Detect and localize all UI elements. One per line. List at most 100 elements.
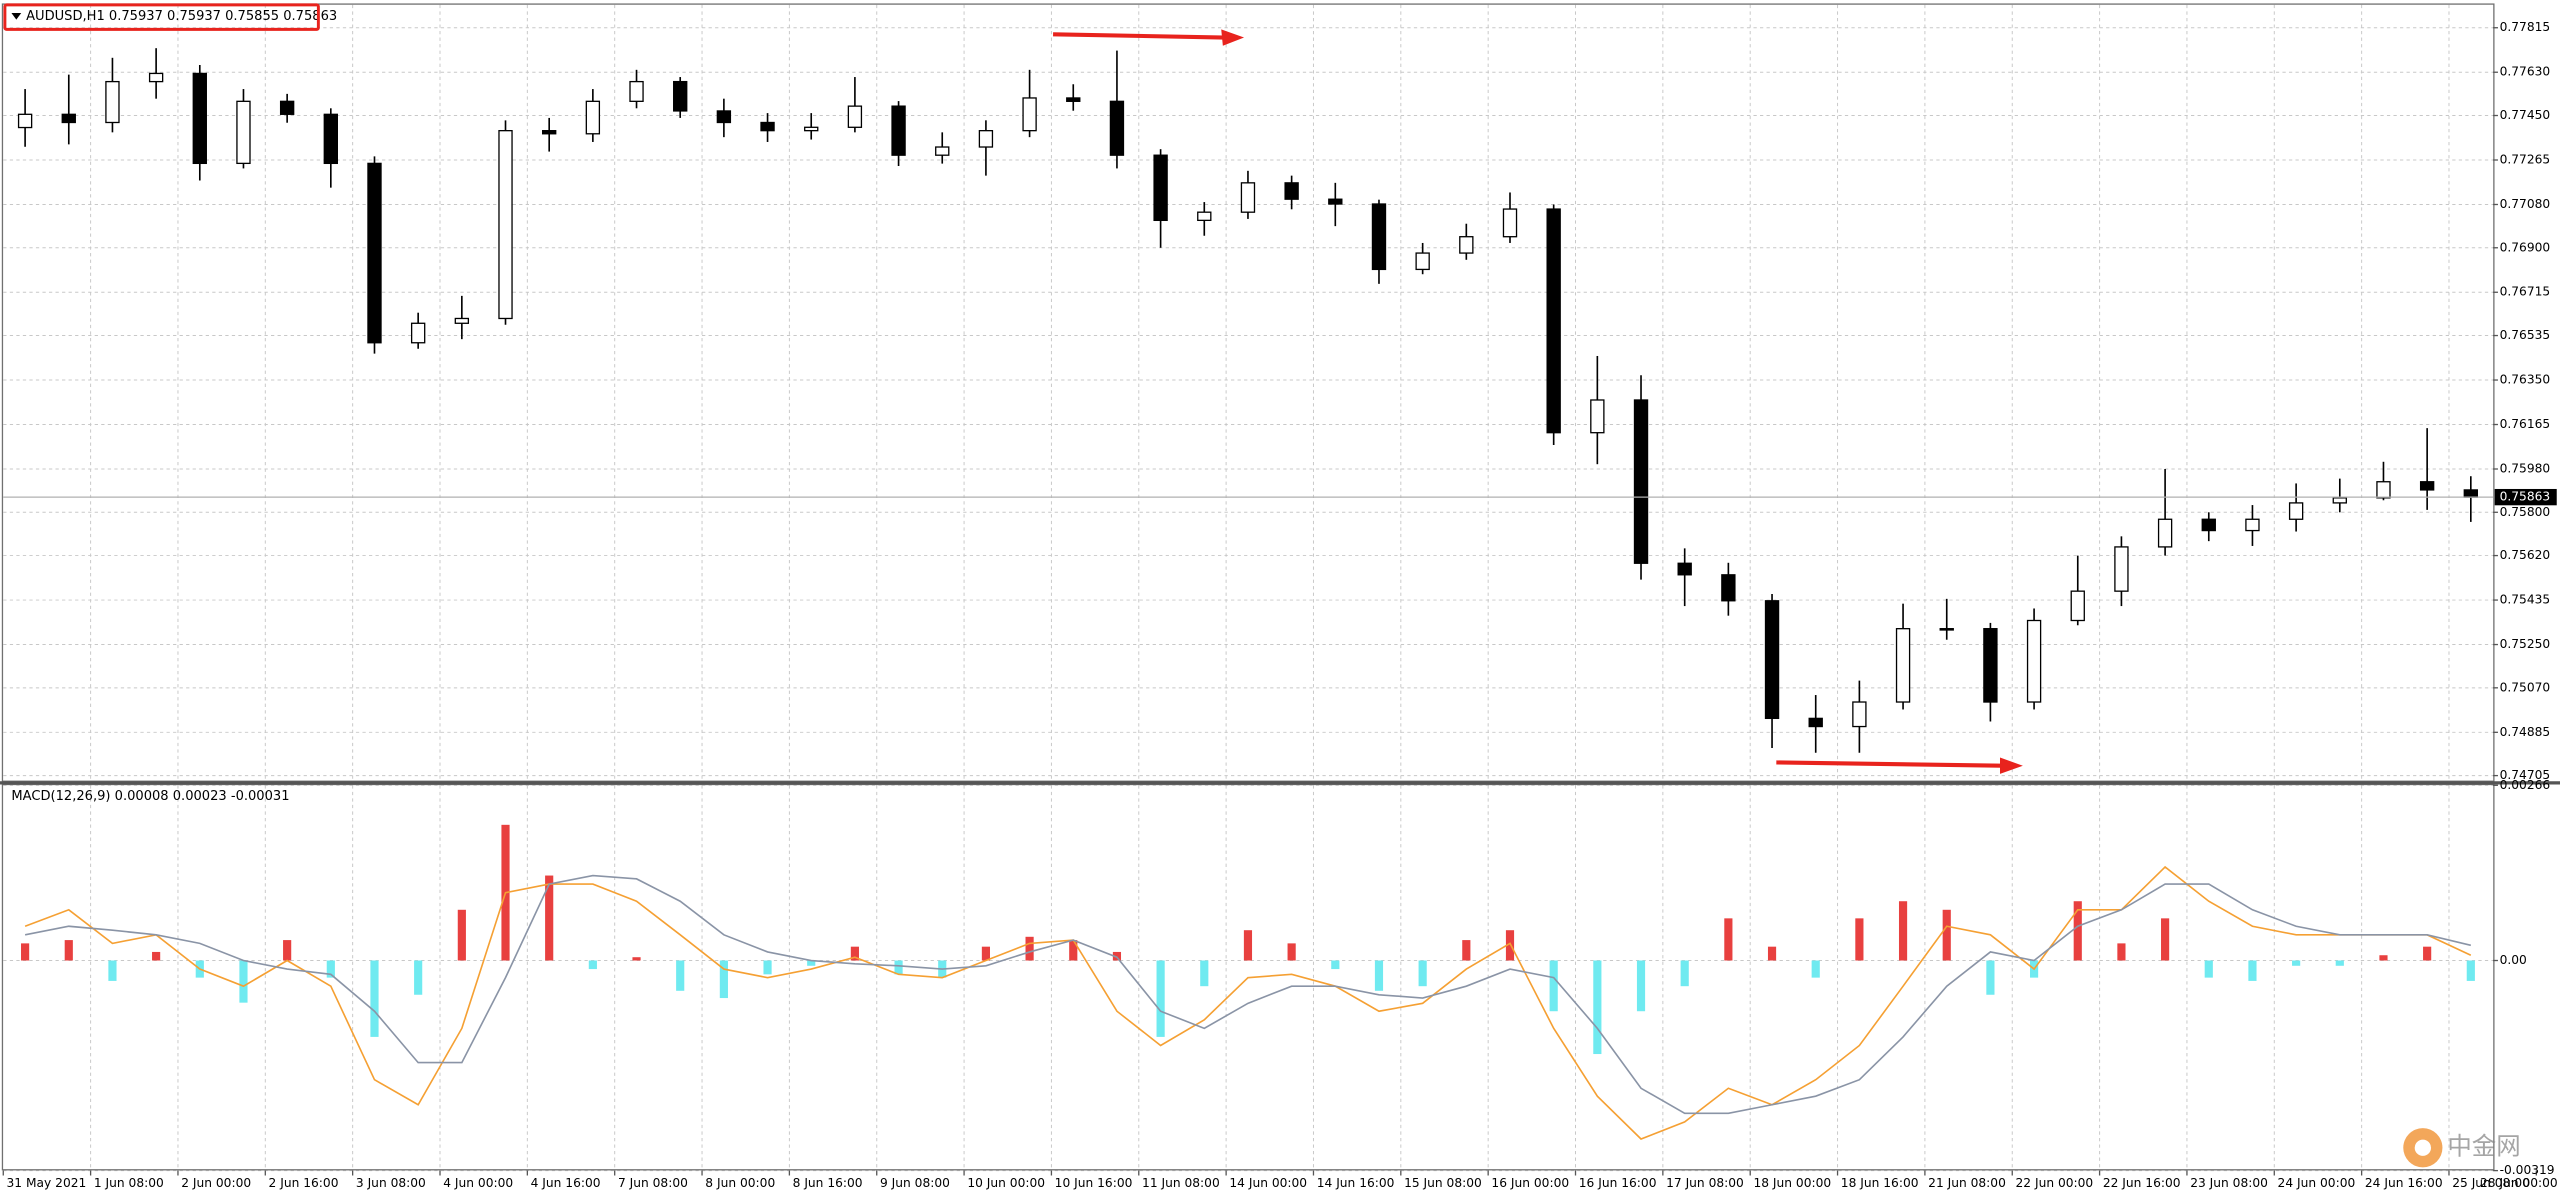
candle-body [148, 72, 164, 83]
candle-body [935, 146, 950, 156]
histogram-bar [1767, 946, 1777, 961]
x-tick-label: 11 Jun 08:00 [1142, 1176, 1220, 1190]
candle-body [1197, 211, 1212, 222]
histogram-bar [2292, 960, 2301, 966]
arrow-head [1221, 29, 1245, 46]
x-tick-label: 21 Jun 08:00 [1928, 1176, 2006, 1190]
x-tick-label: 23 Jun 08:00 [2190, 1176, 2268, 1190]
histogram-bar [1025, 936, 1034, 961]
candle-body [2114, 546, 2129, 592]
histogram-bar [763, 960, 772, 975]
macd-title: MACD(12,26,9) 0.00008 0.00023 -0.00031 [11, 789, 289, 804]
candle-body [1590, 399, 1605, 434]
arrow-shaft [1776, 760, 2002, 768]
x-tick-label: 8 Jun 16:00 [793, 1176, 863, 1190]
grid [3, 4, 2494, 1172]
candle-body [454, 317, 470, 324]
histogram-bar [588, 960, 597, 970]
candle-body [1022, 97, 1037, 132]
histogram-bar [2161, 918, 2170, 961]
candle-body [1983, 628, 1998, 703]
candle-body [2288, 502, 2304, 520]
x-tick-label: 9 Jun 08:00 [880, 1176, 950, 1190]
x-tick-label: 10 Jun 00:00 [967, 1176, 1045, 1190]
candle-body [323, 113, 338, 165]
arrow [1053, 29, 1245, 46]
y-tick-label: 0.74885 [2500, 725, 2551, 739]
x-tick-label: 4 Jun 16:00 [531, 1176, 601, 1190]
candle-body [1240, 182, 1256, 213]
y-tick-label: 0.75250 [2500, 637, 2551, 651]
x-tick-label: 31 May 2021 [7, 1176, 87, 1190]
x-tick-label: 24 Jun 16:00 [2365, 1176, 2443, 1190]
x-tick-label: 3 Jun 08:00 [356, 1176, 426, 1190]
histogram-bar [2204, 960, 2213, 978]
axes: 0.77815 0.77630 0.77450 0.77265 0.77080 0.769… [0, 3, 2560, 1190]
candle-body [2070, 590, 2085, 622]
candle-body [105, 80, 120, 124]
candle-body [716, 110, 732, 124]
x-tick-label: 4 Jun 00:00 [443, 1176, 513, 1190]
candle-body [1808, 717, 1823, 728]
x-tick-label: 16 Jun 00:00 [1491, 1176, 1569, 1190]
histogram-bar [1287, 943, 1296, 961]
arrow-head [2000, 757, 2023, 774]
candle-body [542, 130, 557, 135]
candle-body [236, 100, 251, 165]
y-tick-label: 0.75980 [2500, 462, 2551, 476]
watermark-logo-inner [2414, 1139, 2432, 1156]
candle-body [279, 100, 295, 115]
candle-body [1153, 154, 1168, 222]
watermark: 中金网 [2403, 1128, 2521, 1168]
y-tick-label: 0.77815 [2500, 20, 2551, 34]
y-tick-label: -0.00319 [2500, 1163, 2555, 1177]
y-tick-label: 0.77080 [2500, 197, 2551, 211]
x-tick-label: 14 Jun 00:00 [1229, 1176, 1307, 1190]
histogram-bar [1593, 960, 1602, 1055]
y-tick-label: 0.75620 [2500, 548, 2551, 562]
histogram-bar [1462, 940, 1471, 961]
histogram-bar [807, 960, 816, 966]
histogram-bar [981, 946, 990, 961]
histogram-bar [1855, 918, 1864, 961]
y-tick-label: 0.75070 [2500, 680, 2551, 694]
candle-body [1721, 574, 1736, 602]
x-tick-label: 1 Jun 08:00 [94, 1176, 164, 1190]
histogram-bar [1986, 960, 1995, 995]
histogram-bar [676, 960, 685, 991]
current-price-tag [2494, 488, 2557, 506]
histogram-bar [1331, 960, 1340, 970]
histogram-bar [1156, 960, 1165, 1037]
x-tick-label: 16 Jun 16:00 [1579, 1176, 1657, 1190]
x-tick-label: 18 Jun 16:00 [1841, 1176, 1919, 1190]
candle-body [760, 121, 775, 132]
candle-body [1895, 628, 1911, 703]
candle-body [1415, 252, 1430, 271]
menu-triangle[interactable] [11, 13, 22, 20]
candle-body [629, 80, 644, 102]
candle-body [1109, 100, 1125, 156]
candle-body [673, 80, 688, 112]
histogram-bar [1069, 940, 1078, 961]
histogram-bar [719, 960, 728, 999]
candle-body [1677, 562, 1692, 576]
histogram-bar [457, 909, 466, 961]
chart-title: AUDUSD,H1 0.75937 0.75937 0.75855 0.7586… [26, 9, 337, 24]
histogram-bar [1636, 960, 1646, 1012]
histogram-bar [894, 960, 903, 975]
x-tick-label: 8 Jun 00:00 [705, 1176, 775, 1190]
marks [3, 48, 2494, 1140]
histogram-bar [1374, 960, 1384, 991]
candle-body [585, 100, 601, 135]
candle-body [61, 113, 76, 124]
candle-body [1764, 600, 1780, 720]
histogram-bar [2379, 955, 2388, 961]
histogram-bar [326, 960, 335, 978]
candle-body [1284, 182, 1299, 200]
y-tick-label: 0.76900 [2500, 240, 2551, 254]
candle-body [498, 130, 513, 320]
histogram-bar [1505, 930, 1515, 961]
histogram-bar [2423, 946, 2432, 961]
candle-body [2026, 619, 2042, 703]
